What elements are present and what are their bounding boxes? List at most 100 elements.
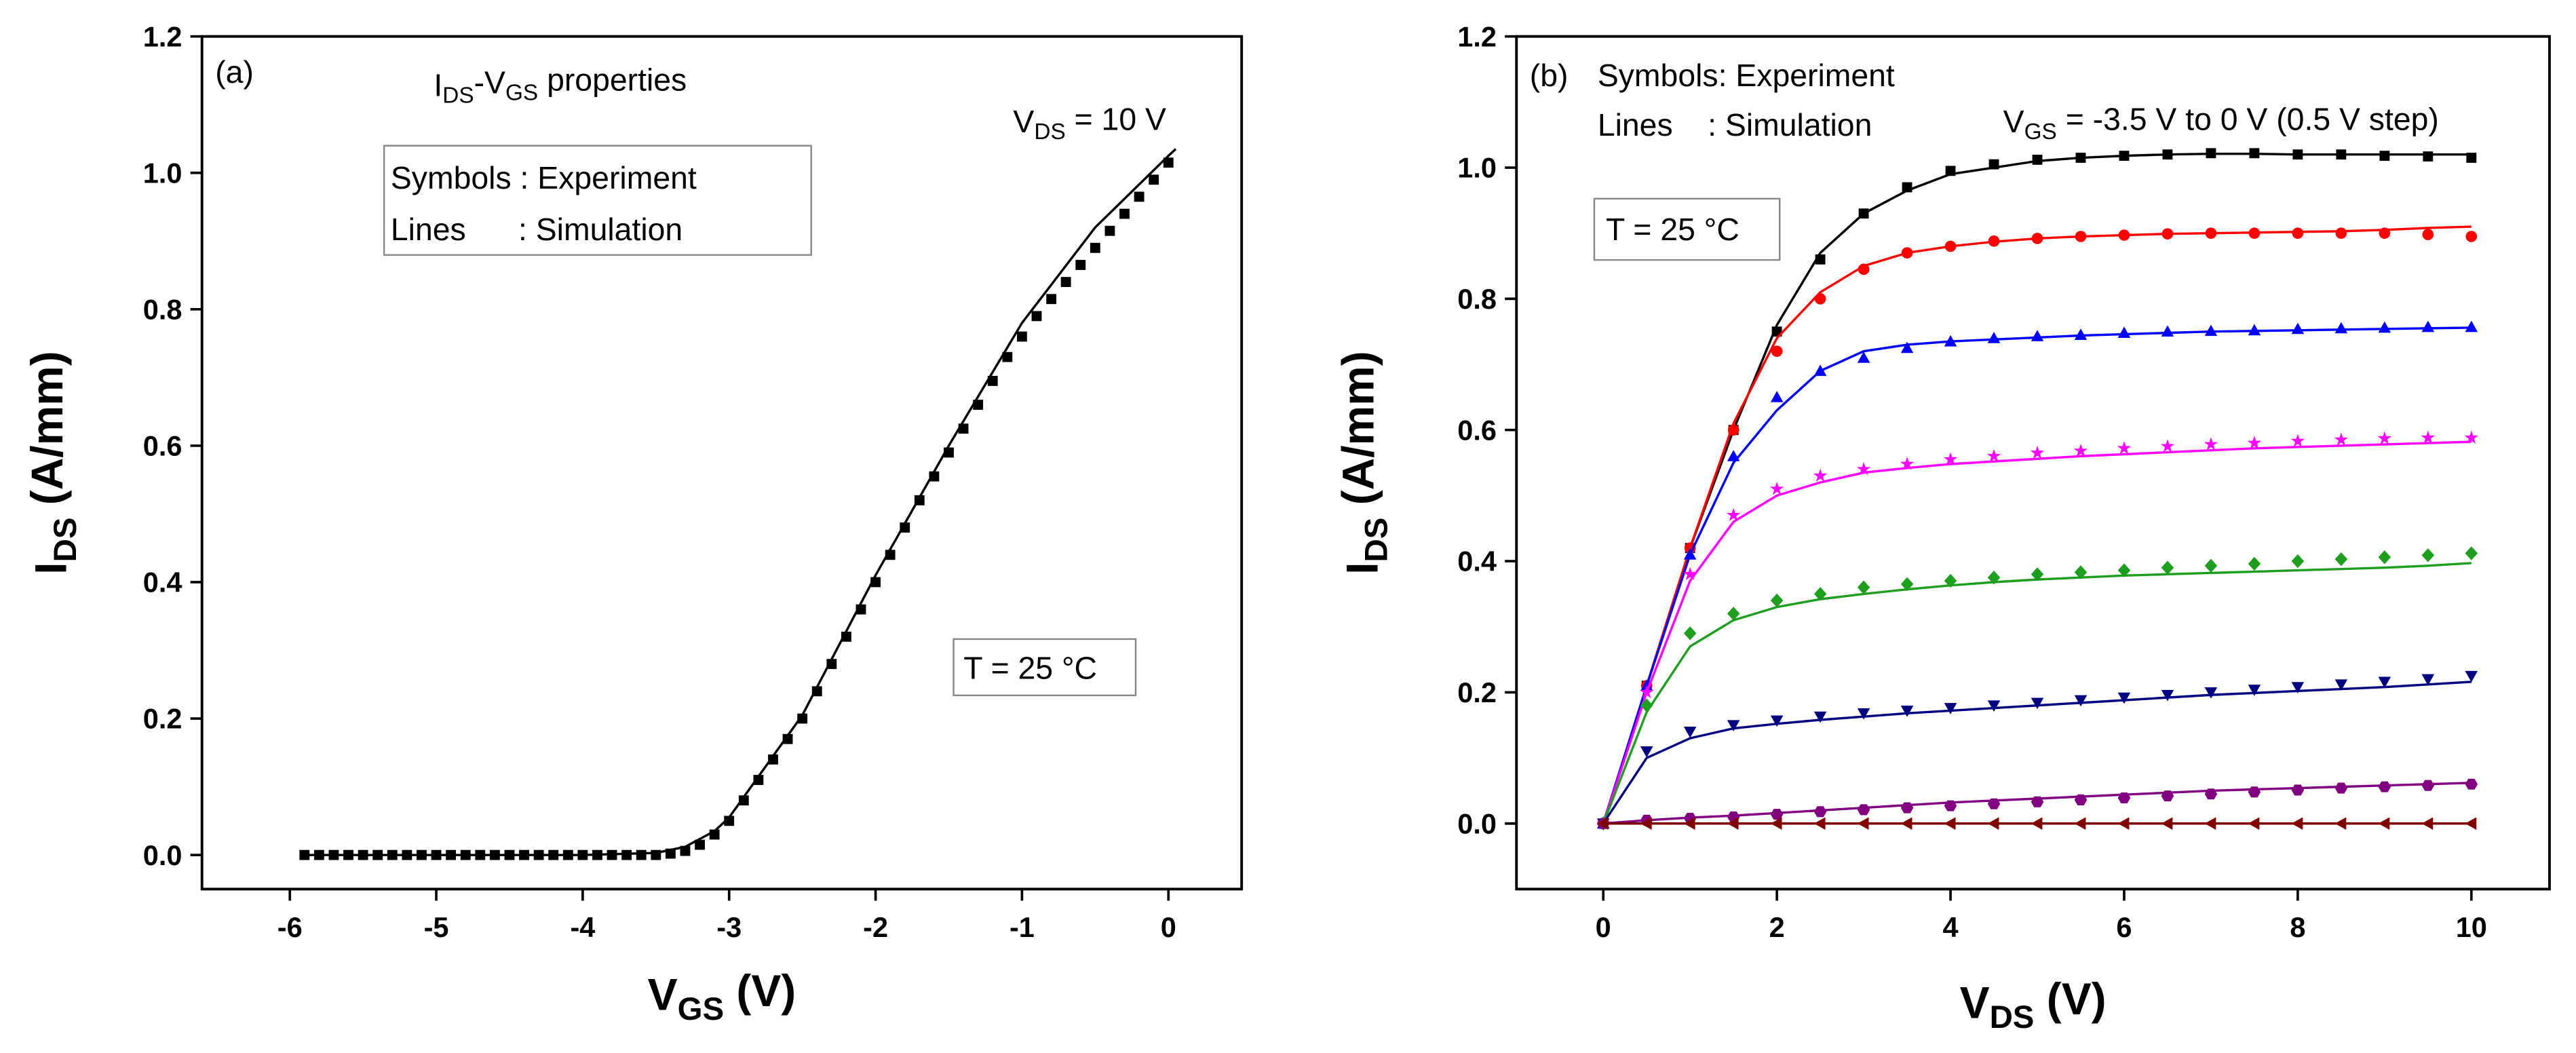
data-marker (724, 816, 735, 826)
data-marker (2248, 817, 2260, 830)
data-marker (2421, 817, 2434, 830)
data-marker (1857, 817, 1869, 830)
data-marker (2031, 330, 2044, 341)
data-marker (2031, 233, 2043, 244)
data-marker (1901, 247, 1913, 259)
text-part: V (1013, 104, 1034, 139)
data-marker (1727, 424, 1739, 436)
data-marker (2421, 430, 2435, 444)
data-marker (2334, 432, 2348, 446)
x-tick-label: -6 (277, 911, 303, 943)
data-marker (2204, 437, 2218, 451)
data-marker (2421, 320, 2435, 332)
data-marker (2248, 324, 2261, 336)
data-marker (1943, 452, 1958, 465)
data-marker (2465, 670, 2478, 683)
data-marker (1900, 817, 1912, 830)
y-tick-label: 1.0 (143, 157, 182, 189)
x-tick-label: -5 (424, 911, 449, 943)
data-marker (1813, 587, 1827, 601)
data-marker (2379, 151, 2390, 161)
data-marker (548, 849, 559, 860)
data-marker (533, 849, 544, 860)
annotation: VDS = 10 V (1013, 101, 1166, 145)
data-marker (1090, 242, 1100, 253)
data-marker (885, 550, 896, 560)
data-marker (1640, 698, 1653, 712)
data-marker (1683, 726, 1697, 738)
data-marker (1683, 626, 1697, 640)
y-tick-label: 0.8 (1457, 283, 1497, 315)
data-marker (1857, 580, 1870, 594)
simulation-line (1602, 440, 2472, 824)
data-marker (402, 849, 412, 860)
annotation: Lines : Simulation (391, 212, 683, 247)
data-marker (826, 659, 837, 670)
data-marker (768, 754, 778, 765)
x-tick-label: 0 (1161, 911, 1176, 943)
data-marker (2119, 151, 2130, 161)
data-marker (2248, 227, 2261, 240)
data-marker (856, 604, 866, 615)
data-marker (460, 849, 471, 860)
x-tick-label: 10 (2456, 911, 2487, 943)
data-marker (475, 849, 486, 860)
text-part: V (648, 970, 678, 1020)
data-marker (1813, 711, 1827, 723)
data-marker (1770, 817, 1782, 830)
data-marker (1987, 571, 2001, 585)
text-part: (A/mm) (22, 351, 72, 517)
data-marker (299, 849, 310, 860)
data-marker (1727, 607, 1740, 621)
x-tick-label: 4 (1943, 911, 1959, 943)
data-marker (1640, 746, 1653, 758)
data-marker (2378, 321, 2391, 333)
data-marker (577, 849, 588, 860)
text-part: = 10 V (1066, 101, 1166, 136)
y-axis-label: IDS (A/mm) (22, 351, 83, 574)
y-tick-label: 1.0 (1457, 152, 1497, 184)
subscript: DS (1990, 999, 2035, 1035)
data-marker (782, 733, 793, 744)
data-marker (1944, 240, 1957, 252)
text-part: = -3.5 V to 0 V (0.5 V step) (2057, 101, 2439, 136)
text-part: properties (538, 62, 687, 98)
data-marker (1060, 277, 1071, 288)
data-marker (1944, 817, 1956, 830)
data-marker (2292, 149, 2303, 160)
data-marker (2031, 796, 2044, 807)
x-tick-label: -3 (716, 911, 742, 943)
data-marker (1727, 720, 1740, 732)
subscript: DS (1034, 119, 1065, 145)
data-marker (1134, 191, 1145, 202)
y-axis-label: IDS (A/mm) (1333, 351, 1395, 574)
data-marker (2247, 436, 2262, 449)
data-marker (1596, 817, 1609, 830)
data-marker (2204, 788, 2218, 800)
y-tick-label: 0.6 (1457, 414, 1497, 446)
data-marker (2030, 445, 2045, 459)
data-marker (1944, 800, 1957, 811)
data-marker (1727, 450, 1740, 461)
data-marker (2204, 558, 2218, 573)
data-marker (2464, 430, 2478, 444)
data-marker (753, 775, 764, 785)
y-tick-label: 0.2 (143, 703, 182, 735)
data-marker (958, 423, 969, 434)
data-marker (607, 849, 617, 860)
data-marker (2378, 550, 2391, 564)
data-marker (1944, 334, 1957, 347)
y-tick-label: 0.6 (143, 430, 182, 462)
data-marker (1858, 208, 1869, 219)
data-marker (1640, 817, 1652, 830)
data-marker (2160, 439, 2175, 453)
data-marker (1002, 351, 1013, 362)
annotation: (a) (215, 54, 254, 90)
data-marker (1900, 577, 1914, 592)
data-marker (2292, 227, 2304, 240)
x-tick-label: 2 (1769, 911, 1785, 943)
data-marker (2205, 227, 2217, 240)
data-marker (2074, 794, 2088, 805)
data-marker (1813, 468, 1828, 482)
data-marker (1727, 817, 1739, 830)
